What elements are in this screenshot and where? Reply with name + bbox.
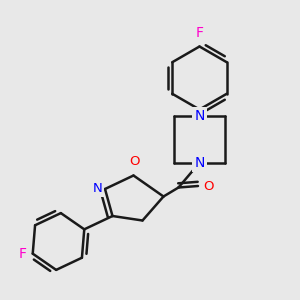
Text: F: F (18, 247, 26, 261)
Text: F: F (196, 26, 203, 40)
Text: N: N (194, 109, 205, 123)
Text: N: N (93, 182, 102, 196)
Text: O: O (203, 179, 214, 193)
Text: O: O (130, 155, 140, 168)
Text: N: N (194, 156, 205, 170)
